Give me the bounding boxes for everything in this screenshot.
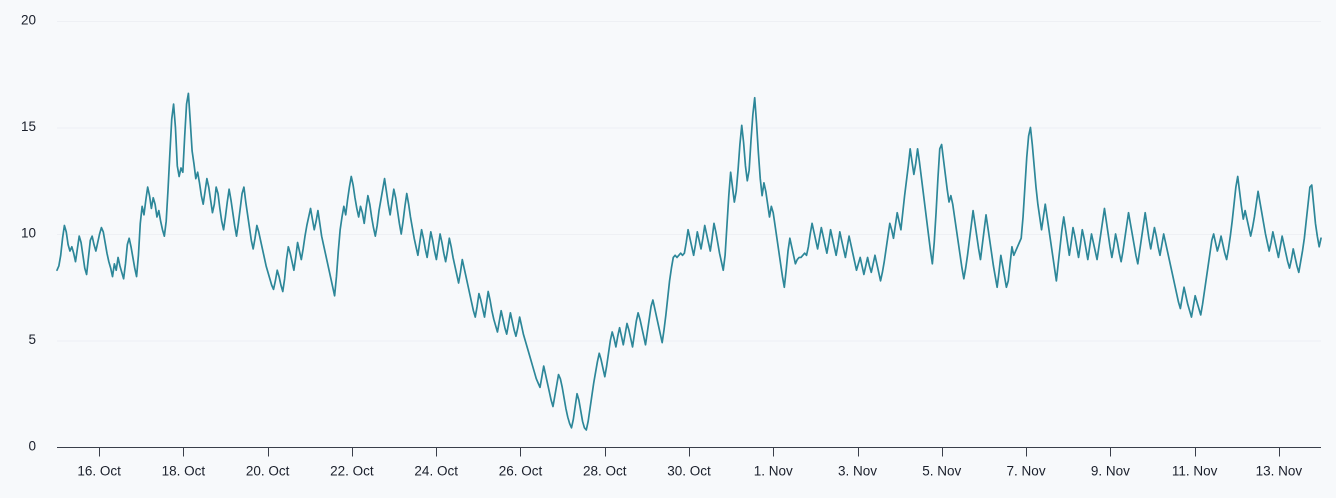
x-tick-label-11-nov: 11. Nov — [1172, 464, 1218, 479]
x-tick-label-30-oct: 30. Oct — [667, 464, 711, 479]
x-tick-label-18-oct: 18. Oct — [162, 464, 206, 479]
series-layer — [56, 92, 1322, 431]
x-axis — [57, 446, 1321, 457]
x-tick-label-26-oct: 26. Oct — [499, 464, 543, 479]
x-tick-label-5-nov: 5. Nov — [922, 464, 961, 479]
x-axis-labels: 16. Oct 18. Oct 20. Oct 22. Oct 24. Oct 26. O… — [77, 464, 1302, 479]
x-tick-label-13-nov: 13. Nov — [1256, 464, 1303, 479]
x-tick-label-16-oct: 16. Oct — [77, 464, 121, 479]
series-line — [56, 92, 1322, 431]
x-tick-label-22-oct: 22. Oct — [330, 464, 374, 479]
x-tick-label-20-oct: 20. Oct — [246, 464, 290, 479]
x-tick-label-1-nov: 1. Nov — [754, 464, 793, 479]
y-axis-labels: 0 5 10 15 20 — [21, 13, 36, 454]
x-tick-label-3-nov: 3. Nov — [838, 464, 877, 479]
x-tick-label-7-nov: 7. Nov — [1007, 464, 1046, 479]
y-tick-label-20: 20 — [21, 13, 36, 28]
x-tick-label-9-nov: 9. Nov — [1091, 464, 1130, 479]
y-tick-label-15: 15 — [21, 119, 36, 134]
x-tick-label-28-oct: 28. Oct — [583, 464, 627, 479]
x-tick-label-24-oct: 24. Oct — [414, 464, 458, 479]
y-tick-label-0: 0 — [28, 439, 36, 454]
gridlines — [57, 21, 1321, 342]
y-tick-label-5: 5 — [28, 332, 36, 347]
y-tick-label-10: 10 — [21, 226, 36, 241]
